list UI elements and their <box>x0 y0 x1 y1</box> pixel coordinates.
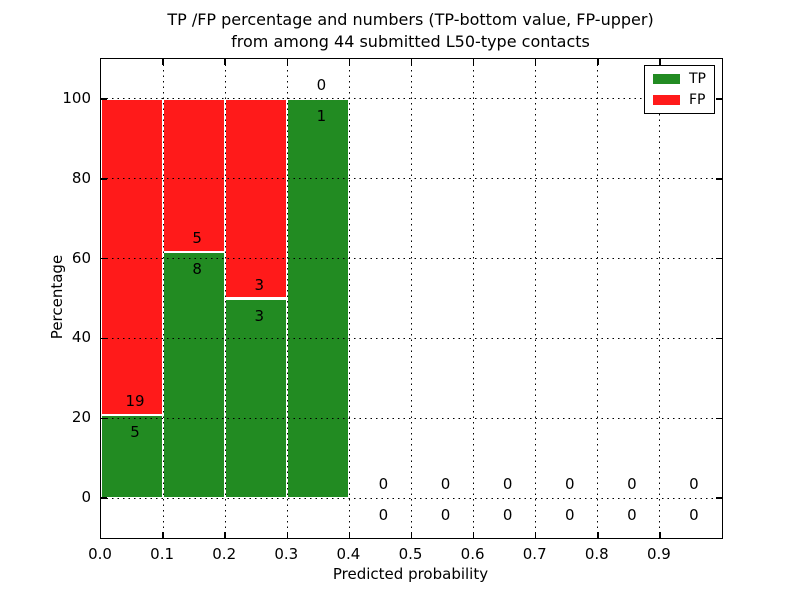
y-tick-label: 100 <box>62 88 91 107</box>
tp-count-label: 0 <box>378 506 389 525</box>
y-tick-label: 40 <box>71 328 91 347</box>
v-gridline <box>224 59 226 538</box>
tp-legend-swatch <box>653 74 680 84</box>
y-tick-mark <box>716 98 722 100</box>
y-tick-mark <box>716 497 722 499</box>
fp-count-label: 3 <box>254 275 265 294</box>
x-tick-mark <box>224 59 226 65</box>
x-tick-mark <box>348 59 351 65</box>
bar-segment-fp <box>225 98 288 299</box>
y-tick-label: 20 <box>71 408 91 427</box>
fp-count-label: 5 <box>192 229 202 248</box>
x-tick-mark <box>224 532 226 538</box>
fp-count-label: 0 <box>316 75 327 94</box>
v-gridline <box>162 59 164 538</box>
y-tick-label: 80 <box>71 168 91 187</box>
x-tick-mark <box>410 59 413 65</box>
y-tick-mark <box>101 98 107 100</box>
x-tick-mark <box>472 59 475 65</box>
y-tick-label: 60 <box>71 248 91 267</box>
x-tick-label: 0.2 <box>212 545 237 563</box>
x-tick-label: 0.4 <box>336 545 361 563</box>
v-gridline <box>535 59 537 538</box>
x-tick-mark <box>597 532 599 538</box>
x-tick-mark <box>659 59 661 65</box>
tp-legend-label: TP <box>689 71 706 87</box>
fp-legend-swatch <box>653 95 680 105</box>
x-tick-mark <box>162 59 164 65</box>
x-tick-label: 0.7 <box>522 545 547 563</box>
tp-count-label: 0 <box>564 506 575 525</box>
fp-count-label: 0 <box>564 475 575 494</box>
tp-count-label: 0 <box>689 506 699 525</box>
x-tick-label: 0.5 <box>398 545 423 563</box>
x-tick-mark <box>286 59 289 65</box>
bar-segment-fp <box>101 98 164 415</box>
tp-count-label: 8 <box>192 260 202 279</box>
fp-count-label: 0 <box>689 475 699 494</box>
fp-count-label: 0 <box>627 475 637 494</box>
legend: TP FP <box>644 65 715 114</box>
y-tick-mark <box>101 417 107 419</box>
x-tick-label: 0.3 <box>274 545 299 563</box>
y-tick-mark <box>716 417 722 419</box>
y-tick-label: 0 <box>81 488 91 507</box>
y-tick-mark <box>716 337 722 340</box>
x-tick-mark <box>286 532 289 538</box>
fp-count-label: 0 <box>378 475 389 494</box>
tp-count-label: 0 <box>502 506 513 525</box>
x-tick-mark <box>534 59 537 65</box>
x-tick-label: 0.9 <box>646 545 671 563</box>
bar-segment-fp <box>163 98 226 253</box>
x-tick-mark <box>534 532 537 538</box>
tp-count-label: 3 <box>254 306 265 325</box>
bar-segment-tp <box>163 252 226 499</box>
x-tick-label: 0.6 <box>460 545 485 563</box>
legend-item-fp: FP <box>653 93 706 107</box>
y-tick-mark <box>101 178 107 180</box>
x-tick-mark <box>162 532 164 538</box>
tp-count-label: 0 <box>627 506 637 525</box>
y-tick-mark <box>101 337 107 340</box>
plot-area: TP FP 19 5 5 8 3 3 0 1 0 0 0 0 0 0 0 0 0 0 0 0 <box>100 58 723 539</box>
fp-legend-label: FP <box>689 92 706 108</box>
fp-count-label: 19 <box>125 391 145 410</box>
legend-item-tp: TP <box>653 72 706 86</box>
y-axis-label: Percentage <box>48 254 66 340</box>
tp-count-label: 1 <box>316 106 327 125</box>
y-tick-mark <box>101 257 107 260</box>
y-tick-mark <box>716 257 722 260</box>
v-gridline <box>659 59 661 538</box>
bar-segment-tp <box>287 98 350 499</box>
x-tick-label: 0.8 <box>584 545 609 563</box>
x-tick-mark <box>472 532 475 538</box>
chart-title-line1: TP /FP percentage and numbers (TP-bottom… <box>167 10 654 29</box>
bar-segment-tp <box>225 298 288 499</box>
v-gridline <box>348 59 350 538</box>
v-gridline <box>473 59 475 538</box>
fp-count-label: 0 <box>502 475 513 494</box>
v-gridline <box>286 59 288 538</box>
x-tick-mark <box>659 532 661 538</box>
x-tick-label: 0.0 <box>88 545 112 563</box>
x-tick-mark <box>597 59 599 65</box>
chart-title: TP /FP percentage and numbers (TP-bottom… <box>100 9 721 53</box>
tp-count-label: 5 <box>130 422 140 441</box>
x-tick-label: 0.1 <box>150 545 175 563</box>
x-tick-mark <box>410 532 413 538</box>
chart-title-line2: from among 44 submitted L50-type contact… <box>231 32 590 51</box>
fp-count-label: 0 <box>440 475 451 494</box>
x-tick-mark <box>348 532 351 538</box>
y-tick-mark <box>101 497 107 499</box>
tp-count-label: 0 <box>440 506 451 525</box>
y-tick-mark <box>716 178 722 180</box>
bar-segment-tp <box>101 414 164 499</box>
x-axis-label: Predicted probability <box>332 565 489 583</box>
v-gridline <box>411 59 412 538</box>
v-gridline <box>597 59 599 538</box>
